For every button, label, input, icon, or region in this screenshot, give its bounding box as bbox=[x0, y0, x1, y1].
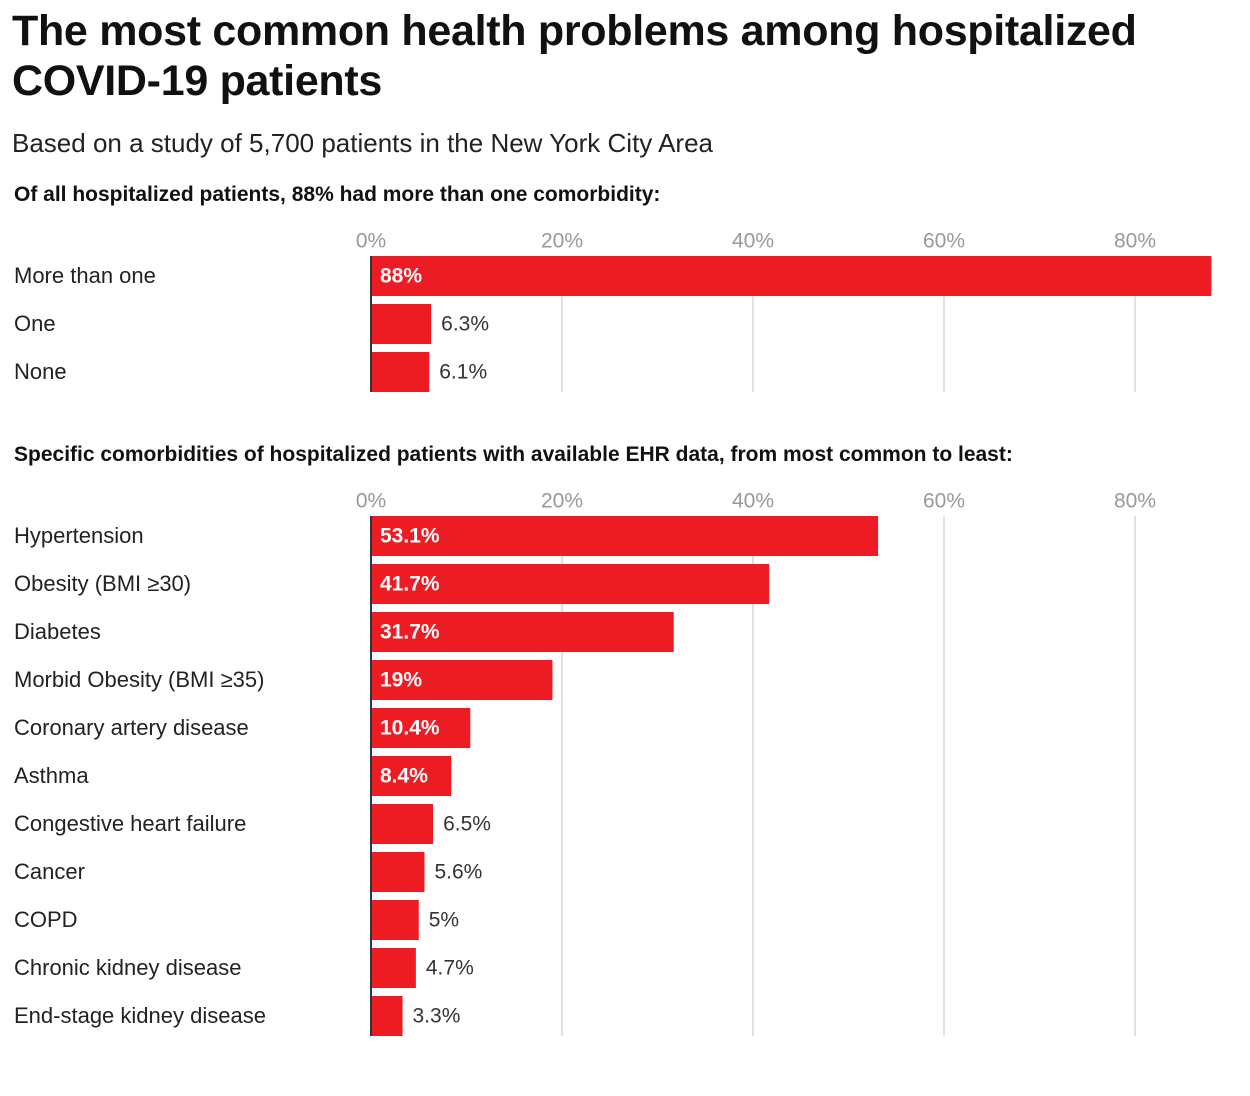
value-label: 19% bbox=[380, 669, 422, 692]
value-label: 8.4% bbox=[380, 765, 428, 788]
category-label: Obesity (BMI ≥30) bbox=[14, 571, 191, 596]
category-label: COPD bbox=[14, 907, 78, 932]
bar bbox=[371, 708, 471, 748]
value-label: 31.7% bbox=[380, 621, 440, 644]
bar bbox=[371, 612, 674, 652]
bar bbox=[371, 660, 553, 700]
value-label: 4.7% bbox=[426, 957, 474, 980]
category-label: One bbox=[14, 311, 56, 336]
category-label: Chronic kidney disease bbox=[14, 955, 241, 980]
x-tick-label: 60% bbox=[923, 230, 965, 253]
bar bbox=[371, 256, 1212, 296]
category-label: Hypertension bbox=[14, 523, 144, 548]
value-label: 53.1% bbox=[380, 525, 440, 548]
bar bbox=[371, 516, 879, 556]
value-label: 5% bbox=[429, 909, 459, 932]
value-label: 88% bbox=[380, 265, 422, 288]
value-label: 6.3% bbox=[441, 313, 489, 336]
category-label: Morbid Obesity (BMI ≥35) bbox=[14, 667, 264, 692]
bar bbox=[371, 996, 403, 1036]
category-label: Diabetes bbox=[14, 619, 101, 644]
value-label: 6.5% bbox=[443, 813, 491, 836]
x-tick-label: 80% bbox=[1114, 230, 1156, 253]
category-label: More than one bbox=[14, 263, 156, 288]
x-tick-label: 0% bbox=[356, 230, 386, 253]
value-label: 41.7% bbox=[380, 573, 440, 596]
x-tick-label: 0% bbox=[356, 490, 386, 513]
bar bbox=[371, 352, 430, 392]
x-tick-label: 80% bbox=[1114, 490, 1156, 513]
bar bbox=[371, 852, 425, 892]
category-label: Cancer bbox=[14, 859, 85, 884]
category-label: Asthma bbox=[14, 763, 89, 788]
category-label: End-stage kidney disease bbox=[14, 1003, 266, 1028]
bar bbox=[371, 804, 434, 844]
chart2-heading: Specific comorbidities of hospitalized p… bbox=[14, 443, 1013, 466]
category-label: Congestive heart failure bbox=[14, 811, 246, 836]
value-label: 6.1% bbox=[439, 361, 487, 384]
x-tick-label: 40% bbox=[732, 490, 774, 513]
value-label: 3.3% bbox=[413, 1005, 461, 1028]
category-label: Coronary artery disease bbox=[14, 715, 249, 740]
bar bbox=[371, 564, 770, 604]
value-label: 5.6% bbox=[434, 861, 482, 884]
chart1-heading: Of all hospitalized patients, 88% had mo… bbox=[14, 183, 661, 206]
bar bbox=[371, 756, 452, 796]
value-label: 10.4% bbox=[380, 717, 440, 740]
x-tick-label: 40% bbox=[732, 230, 774, 253]
x-tick-label: 20% bbox=[541, 230, 583, 253]
x-tick-label: 60% bbox=[923, 490, 965, 513]
bar bbox=[371, 900, 419, 940]
chart-subtitle: Based on a study of 5,700 patients in th… bbox=[12, 128, 713, 158]
bar bbox=[371, 948, 416, 988]
chart-title: The most common health problems among ho… bbox=[12, 7, 1137, 105]
bar bbox=[371, 304, 432, 344]
category-label: None bbox=[14, 359, 67, 384]
x-tick-label: 20% bbox=[541, 490, 583, 513]
